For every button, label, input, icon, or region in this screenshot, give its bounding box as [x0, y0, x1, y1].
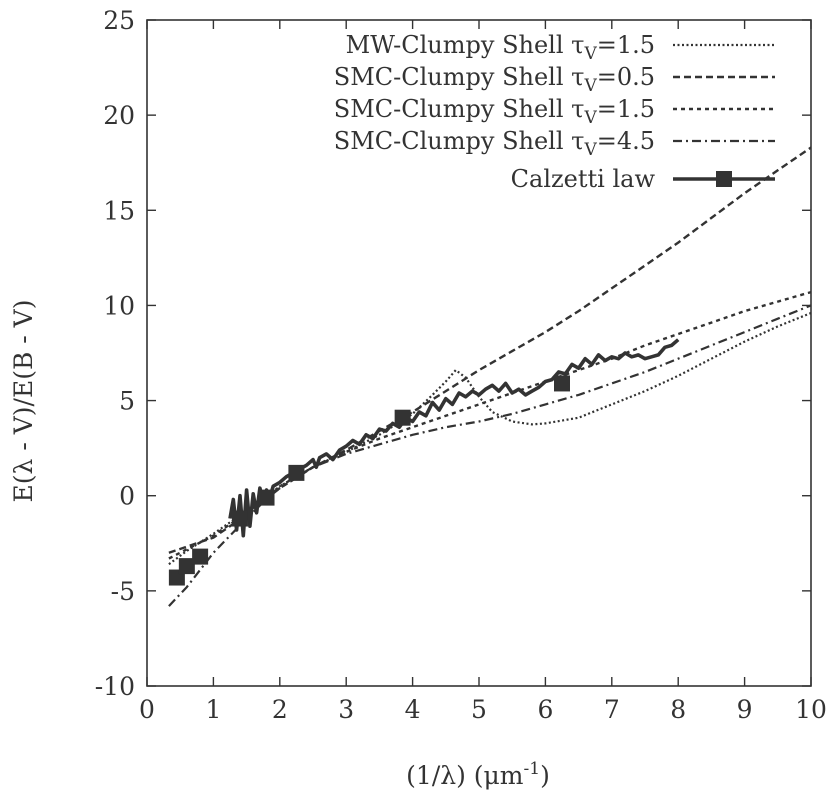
legend-value: =4.5: [597, 127, 655, 155]
calzetti-marker: [258, 489, 275, 506]
y-axis-label: E(λ - V)/E(B - V): [9, 300, 38, 503]
series-5-line: [228, 338, 680, 538]
x-tick-label: 1: [205, 695, 221, 724]
y-tick-label: 5: [119, 387, 135, 416]
legend-label-3: SMC-Clumpy Shell τV=1.5: [334, 95, 655, 128]
x-tick-label: 6: [537, 695, 553, 724]
series-3-line: [168, 290, 811, 560]
x-tick-label: 2: [272, 695, 288, 724]
legend-subscript: V: [583, 76, 597, 96]
legend-name: MW-Clumpy Shell τ: [346, 31, 585, 59]
calzetti-marker: [192, 548, 209, 565]
x-tick-label: 5: [471, 695, 487, 724]
x-tick-label: 9: [737, 695, 753, 724]
calzetti-marker: [288, 464, 305, 481]
tick-labels: 0 1 2 3 4 5 6 7 8 9 10 -10 -5 0 5 10 15 20 25: [95, 6, 827, 724]
legend-label-1: MW-Clumpy Shell τV=1.5: [346, 31, 655, 64]
legend-value: =0.5: [597, 63, 655, 91]
y-tick-label: -5: [111, 577, 135, 606]
legend-name: SMC-Clumpy Shell τ: [334, 63, 585, 91]
legend-value: =1.5: [597, 95, 655, 123]
y-tick-label: 20: [103, 101, 135, 130]
series-4-line: [168, 304, 811, 607]
axis-ticks: [146, 19, 812, 687]
x-tick-label: 8: [670, 695, 686, 724]
legend-subscript: V: [583, 108, 597, 128]
legend-marker: [716, 171, 732, 187]
series-layer: [168, 146, 811, 607]
calzetti-marker: [554, 375, 570, 392]
legend-label-5: Calzetti law: [511, 165, 656, 193]
x-tick-label: 4: [405, 695, 421, 724]
calzetti-marker: [178, 558, 195, 575]
x-tick-label: 7: [604, 695, 620, 724]
legend-value: =1.5: [597, 31, 655, 59]
legend-name: SMC-Clumpy Shell τ: [334, 95, 585, 123]
y-tick-label: 10: [103, 291, 135, 320]
legend-label-4: SMC-Clumpy Shell τV=4.5: [334, 127, 655, 160]
calzetti-marker: [231, 510, 248, 527]
y-tick-label: 25: [103, 6, 135, 35]
x-axis-label-close: ): [540, 761, 550, 790]
calzetti-marker: [394, 409, 411, 426]
marker-layer: [168, 375, 570, 586]
y-tick-label: -10: [95, 672, 135, 701]
x-axis-label-main: (1/λ) (μm: [406, 761, 524, 790]
series-1-line: [168, 311, 811, 566]
x-tick-label: 10: [795, 695, 827, 724]
x-axis-label: (1/λ) (μm-1): [406, 759, 550, 790]
legend-subscript: V: [583, 140, 597, 160]
legend-subscript: V: [583, 44, 597, 64]
x-tick-label: 0: [139, 695, 155, 724]
x-axis-label-superscript: -1: [524, 759, 541, 779]
legend-label-2: SMC-Clumpy Shell τV=0.5: [334, 63, 655, 96]
legend-name: SMC-Clumpy Shell τ: [334, 127, 585, 155]
y-tick-label: 0: [119, 482, 135, 511]
x-tick-label: 3: [338, 695, 354, 724]
y-tick-label: 15: [103, 196, 135, 225]
